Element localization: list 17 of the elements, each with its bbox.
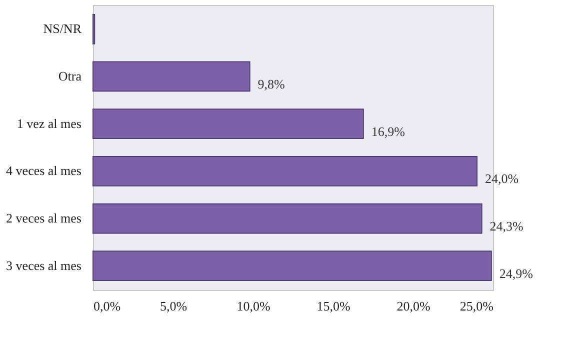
data-label: 9,8% bbox=[258, 76, 286, 92]
data-label: 24,3% bbox=[490, 218, 524, 234]
y-tick-label: 2 veces al mes bbox=[6, 210, 82, 226]
x-tick-label: 20,0% bbox=[396, 298, 430, 314]
x-tick-label: 25,0% bbox=[460, 298, 494, 314]
x-tick-label: 0,0% bbox=[94, 298, 121, 314]
y-tick-label: 4 veces al mes bbox=[6, 163, 82, 178]
x-tick-label: 10,0% bbox=[236, 298, 270, 314]
x-tick-label: 15,0% bbox=[316, 298, 350, 314]
y-tick-label: NS/NR bbox=[43, 21, 82, 36]
data-label: 24,9% bbox=[499, 266, 534, 281]
data-label: 16,9% bbox=[371, 124, 406, 139]
data-label: 24,0% bbox=[485, 171, 519, 186]
y-tick-label: 1 vez al mes bbox=[16, 116, 82, 131]
y-tick-label: 3 veces al mes bbox=[6, 258, 82, 273]
x-tick-label: 5,0% bbox=[160, 298, 188, 314]
y-tick-label: Otra bbox=[58, 68, 82, 84]
